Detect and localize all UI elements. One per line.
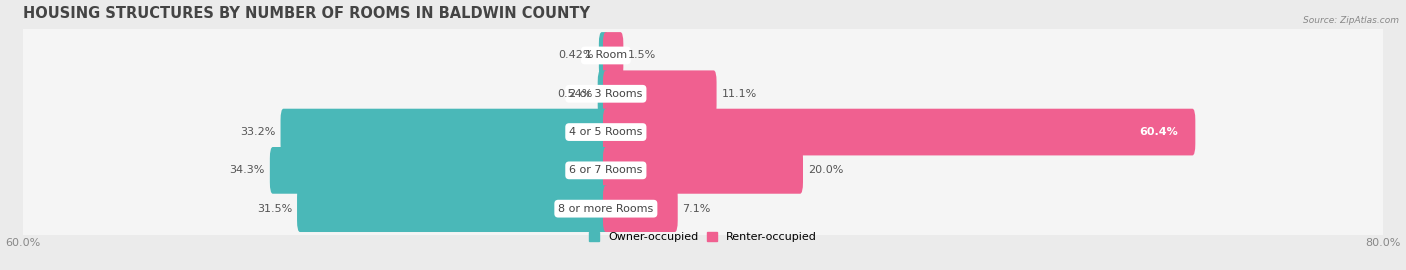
Text: 1.5%: 1.5% [628,50,657,60]
Text: 4 or 5 Rooms: 4 or 5 Rooms [569,127,643,137]
Text: 2 or 3 Rooms: 2 or 3 Rooms [569,89,643,99]
Text: 20.0%: 20.0% [808,165,844,175]
Text: 34.3%: 34.3% [229,165,264,175]
Text: 8 or more Rooms: 8 or more Rooms [558,204,654,214]
FancyBboxPatch shape [297,185,609,232]
Text: 33.2%: 33.2% [240,127,276,137]
FancyBboxPatch shape [22,51,1384,136]
Legend: Owner-occupied, Renter-occupied: Owner-occupied, Renter-occupied [585,227,821,247]
FancyBboxPatch shape [603,70,717,117]
FancyBboxPatch shape [22,128,1384,213]
FancyBboxPatch shape [603,185,678,232]
FancyBboxPatch shape [598,70,609,117]
Text: 1 Room: 1 Room [585,50,627,60]
Text: 11.1%: 11.1% [721,89,756,99]
FancyBboxPatch shape [22,13,1384,98]
Text: 7.1%: 7.1% [682,204,711,214]
FancyBboxPatch shape [599,32,609,79]
FancyBboxPatch shape [22,89,1384,175]
FancyBboxPatch shape [281,109,609,156]
Text: 6 or 7 Rooms: 6 or 7 Rooms [569,165,643,175]
FancyBboxPatch shape [270,147,609,194]
Text: Source: ZipAtlas.com: Source: ZipAtlas.com [1303,16,1399,25]
Text: 0.54%: 0.54% [557,89,593,99]
Text: 31.5%: 31.5% [257,204,292,214]
FancyBboxPatch shape [603,109,1195,156]
Text: 0.42%: 0.42% [558,50,593,60]
FancyBboxPatch shape [603,147,803,194]
Text: HOUSING STRUCTURES BY NUMBER OF ROOMS IN BALDWIN COUNTY: HOUSING STRUCTURES BY NUMBER OF ROOMS IN… [22,6,591,21]
FancyBboxPatch shape [22,166,1384,251]
FancyBboxPatch shape [603,32,623,79]
Text: 60.4%: 60.4% [1139,127,1178,137]
